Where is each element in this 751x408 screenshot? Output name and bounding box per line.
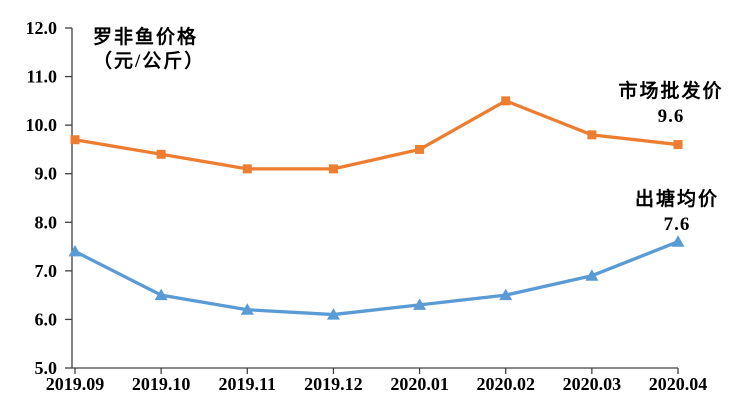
marker-square	[673, 140, 683, 150]
marker-triangle	[240, 303, 254, 315]
y-tick-label: 6.0	[35, 309, 58, 329]
y-tick-label: 9.0	[35, 164, 58, 184]
marker-triangle	[68, 244, 82, 257]
marker-triangle	[585, 269, 599, 281]
y-tick-label: 8.0	[35, 212, 58, 232]
marker-triangle	[154, 288, 168, 301]
y-tick-label: 11.0	[26, 67, 57, 87]
marker-square	[156, 149, 166, 159]
series-label-pond: 出塘均价 7.6	[592, 187, 751, 237]
series-end-value-wholesale: 9.6	[657, 106, 685, 127]
x-tick-label: 2020.01	[390, 374, 449, 394]
marker-triangle	[326, 308, 340, 320]
x-tick-label: 2019.10	[132, 374, 191, 394]
x-tick-label: 2019.11	[219, 374, 277, 394]
chart-title-line2: （元/公斤）	[93, 51, 206, 72]
x-tick-label: 2020.03	[563, 374, 622, 394]
marker-square	[415, 144, 425, 154]
x-tick-label: 2020.04	[649, 374, 708, 394]
y-tick-label: 10.0	[26, 115, 58, 135]
x-tick-label: 2019.12	[304, 374, 363, 394]
y-tick-label: 7.0	[35, 261, 58, 281]
marker-triangle	[413, 298, 427, 310]
x-tick-label: 2020.02	[476, 374, 535, 394]
chart-title-line1: 罗非鱼价格	[93, 27, 199, 48]
series-line-0	[73, 99, 680, 171]
chart-title: 罗非鱼价格 （元/公斤）	[93, 26, 205, 74]
marker-square	[70, 135, 80, 145]
marker-triangle	[499, 288, 513, 301]
y-tick-label: 5.0	[35, 358, 58, 378]
series-end-value-pond: 7.6	[663, 214, 691, 235]
series-name-wholesale: 市场批发价	[618, 81, 724, 102]
marker-square	[587, 130, 597, 140]
series-name-pond: 出塘均价	[634, 189, 719, 210]
marker-triangle	[671, 235, 685, 247]
series-label-wholesale: 市场批发价 9.6	[586, 79, 751, 129]
y-tick-label: 12.0	[26, 18, 58, 38]
marker-square	[328, 164, 338, 174]
series-line-1	[73, 240, 680, 317]
x-tick-label: 2019.09	[46, 374, 105, 394]
marker-square	[242, 164, 252, 174]
marker-square	[501, 96, 511, 106]
